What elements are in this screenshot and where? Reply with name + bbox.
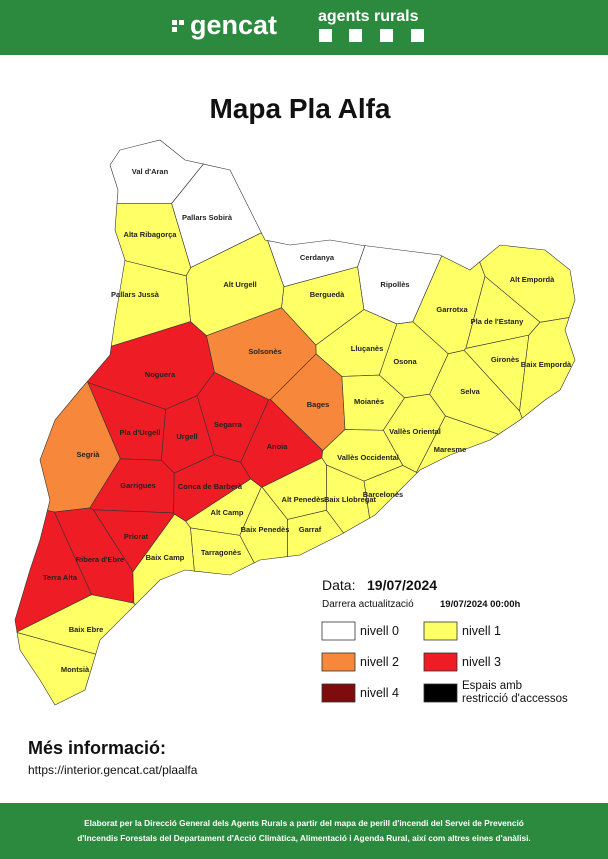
region-label: Alt Camp <box>211 508 244 517</box>
unit-name: agents rurals <box>318 8 419 25</box>
region <box>16 632 97 706</box>
legend-swatch <box>321 652 356 672</box>
region <box>287 509 344 557</box>
region-label: Gironès <box>491 355 519 364</box>
region-label: Alta Ribagorça <box>124 230 178 239</box>
region <box>190 527 255 576</box>
region-label: Segrià <box>77 450 101 459</box>
region-label: Moianès <box>354 397 384 406</box>
region-label: Segarra <box>214 420 243 429</box>
region-label: Barcelonès <box>363 490 403 499</box>
logo-dots <box>172 20 184 32</box>
region-label: Baix Empordà <box>521 360 572 369</box>
region-label: Ribera d'Ebre <box>76 555 124 564</box>
legend-swatch <box>321 683 356 703</box>
footer-bar <box>0 803 608 859</box>
region-label: Maresme <box>434 445 467 454</box>
region-label: Noguera <box>145 370 176 379</box>
footer-line: d'Incendis Forestals del Departament d'A… <box>77 833 530 843</box>
region <box>132 513 195 606</box>
region-label: Urgell <box>176 432 197 441</box>
legend-swatch <box>423 621 458 641</box>
region-label: Berguedà <box>310 290 345 299</box>
region-label: Montsià <box>61 665 90 674</box>
legend-label: nivell 2 <box>360 655 399 669</box>
region-label: Garrotxa <box>436 305 468 314</box>
legend: nivell 0 nivell 1 nivell 2 nivell 3 nivell 4… <box>321 621 568 705</box>
region-label: Terra Alta <box>43 573 78 582</box>
region <box>519 317 576 419</box>
region-label: Alt Empordà <box>510 275 555 284</box>
region <box>363 465 418 519</box>
legend-label: Espais amb restricció d'accessos <box>462 680 568 705</box>
region-label: Baix Llobregat <box>324 495 377 504</box>
date-label: Data: <box>322 577 355 593</box>
brand: gencat <box>190 10 277 40</box>
region-label: Ripollès <box>380 280 409 289</box>
update-value: 19/07/2024 00:00h <box>440 599 520 610</box>
region-label: Garraf <box>299 525 322 534</box>
map: Val d'Aran Alta Ribagorça Pallars Sobirà Ce… <box>14 139 576 706</box>
region-label: Priorat <box>124 532 149 541</box>
footer-line: Elaborat per la Direcció General dels Ag… <box>84 818 524 828</box>
region-label: Baix Penedès <box>241 525 290 534</box>
info-heading: Més informació: <box>28 738 166 758</box>
update-label: Darrera actualització <box>322 599 414 610</box>
region-label: Vallès Oriental <box>389 427 441 436</box>
legend-swatch <box>423 683 458 703</box>
region-label: Alt Urgell <box>223 280 256 289</box>
header-bar <box>0 0 608 55</box>
legend-label: nivell 4 <box>360 686 399 700</box>
region-label: Bages <box>307 400 330 409</box>
region <box>416 415 500 474</box>
region-label: Osona <box>393 357 417 366</box>
region-label: Anoia <box>267 442 289 451</box>
region-label: Garrigues <box>120 481 155 490</box>
region <box>239 486 288 564</box>
region-label: Pla d'Urgell <box>120 428 161 437</box>
region-label: Pallars Sobirà <box>182 213 233 222</box>
region-label: Lluçanès <box>351 344 384 353</box>
region-label: Val d'Aran <box>132 167 169 176</box>
region-label: Cerdanya <box>300 253 335 262</box>
title: Mapa Pla Alfa <box>209 93 390 124</box>
region <box>185 232 285 337</box>
region-label: Solsonès <box>248 347 281 356</box>
region-label: Baix Camp <box>146 553 185 562</box>
region-label: Conca de Barberà <box>178 482 243 491</box>
legend-swatch <box>423 652 458 672</box>
legend-label: nivell 0 <box>360 624 399 638</box>
region <box>14 510 92 633</box>
legend-label: nivell 3 <box>462 655 501 669</box>
date-value: 19/07/2024 <box>367 577 437 593</box>
region-label: Vallès Occidental <box>337 453 399 462</box>
info-url: https://interior.gencat.cat/plaalfa <box>28 763 198 777</box>
region-label: Tarragonès <box>201 548 241 557</box>
legend-swatch <box>321 621 356 641</box>
legend-label: nivell 1 <box>462 624 501 638</box>
region-label: Alt Penedès <box>282 495 325 504</box>
region-label: Baix Ebre <box>69 625 104 634</box>
region-label: Selva <box>460 387 480 396</box>
unit-squares <box>319 29 424 42</box>
region-label: Pallars Jussà <box>111 290 160 299</box>
region-label: Pla de l'Estany <box>471 317 524 326</box>
